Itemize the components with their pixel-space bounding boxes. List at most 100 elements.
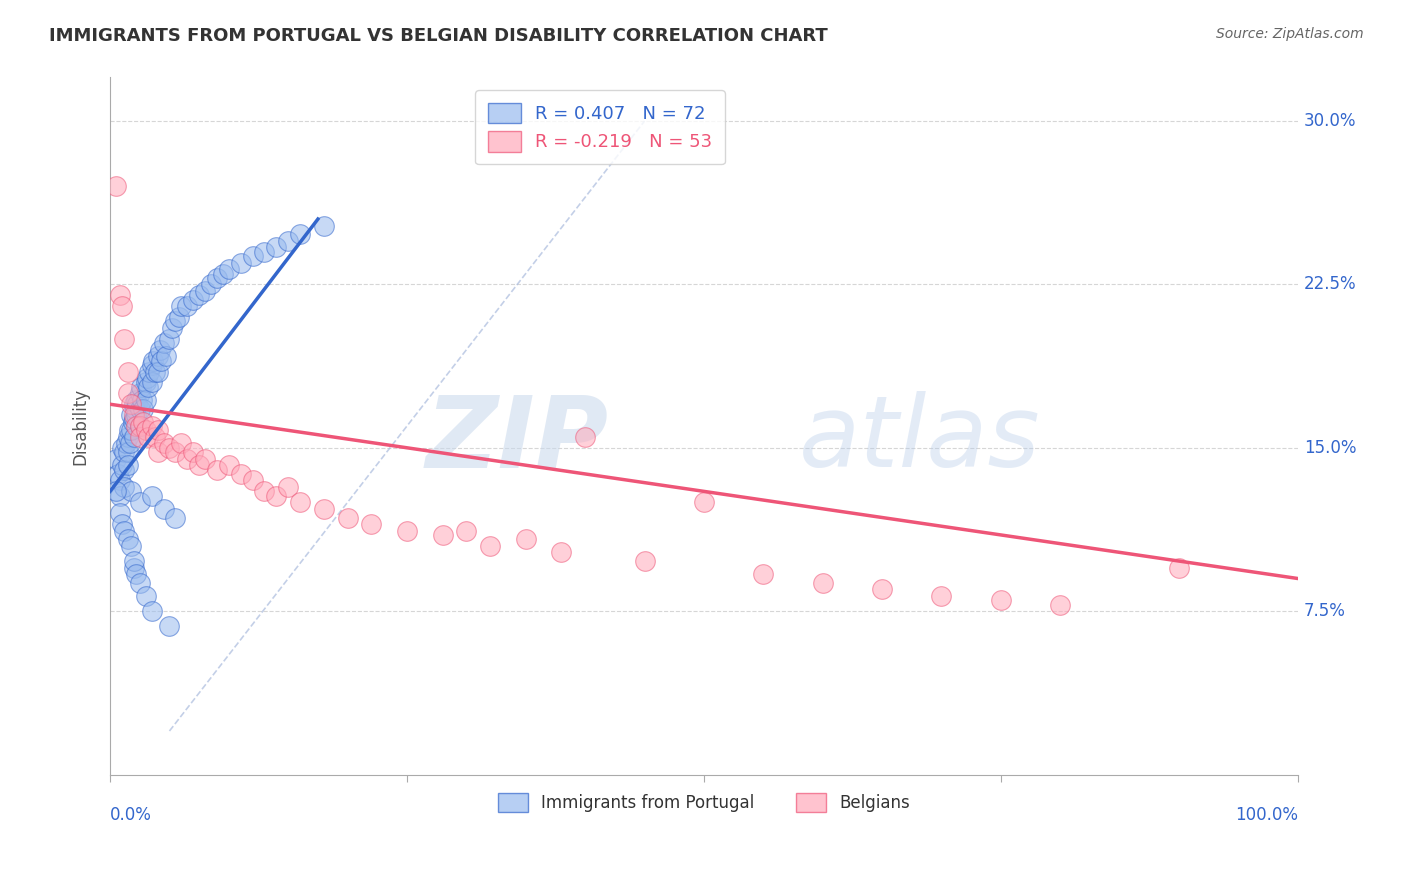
Point — [752, 567, 775, 582]
Y-axis label: Disability: Disability — [72, 387, 89, 465]
Point — [205, 271, 228, 285]
Point — [122, 397, 145, 411]
Point — [117, 533, 139, 547]
Point — [112, 445, 135, 459]
Text: 0.0%: 0.0% — [110, 806, 152, 824]
Point — [194, 284, 217, 298]
Point — [105, 451, 128, 466]
Point — [132, 415, 155, 429]
Point — [229, 255, 252, 269]
Text: IMMIGRANTS FROM PORTUGAL VS BELGIAN DISABILITY CORRELATION CHART: IMMIGRANTS FROM PORTUGAL VS BELGIAN DISA… — [49, 27, 828, 45]
Point — [336, 510, 359, 524]
Point — [253, 244, 276, 259]
Point — [188, 458, 211, 473]
Point — [108, 474, 131, 488]
Point — [122, 430, 145, 444]
Point — [117, 458, 139, 473]
Point — [135, 371, 157, 385]
Point — [125, 567, 148, 582]
Point — [312, 219, 335, 233]
Point — [120, 423, 142, 437]
Point — [108, 288, 131, 302]
Point — [312, 501, 335, 516]
Point — [131, 392, 153, 407]
Point — [135, 589, 157, 603]
Point — [117, 430, 139, 444]
Point — [152, 436, 174, 450]
Text: 15.0%: 15.0% — [1303, 439, 1357, 457]
Point — [870, 582, 893, 597]
Point — [277, 234, 299, 248]
Point — [212, 267, 235, 281]
Text: 30.0%: 30.0% — [1303, 112, 1357, 130]
Point — [125, 419, 148, 434]
Point — [111, 458, 134, 473]
Point — [288, 227, 311, 242]
Point — [135, 376, 157, 390]
Point — [253, 484, 276, 499]
Point — [432, 528, 454, 542]
Point — [112, 524, 135, 538]
Point — [152, 336, 174, 351]
Point — [141, 376, 163, 390]
Point — [117, 445, 139, 459]
Point — [633, 554, 655, 568]
Point — [114, 436, 136, 450]
Point — [159, 619, 181, 633]
Point — [242, 474, 264, 488]
Point — [205, 462, 228, 476]
Point — [160, 321, 183, 335]
Point — [112, 462, 135, 476]
Point — [288, 495, 311, 509]
Point — [108, 489, 131, 503]
Point — [170, 436, 193, 450]
Point — [122, 554, 145, 568]
Point — [143, 430, 166, 444]
Point — [125, 408, 148, 422]
Point — [277, 480, 299, 494]
Point — [120, 436, 142, 450]
Point — [146, 349, 169, 363]
Text: ZIP: ZIP — [426, 392, 609, 489]
Point — [141, 604, 163, 618]
Point — [218, 458, 240, 473]
Point — [117, 365, 139, 379]
Point — [146, 423, 169, 437]
Point — [550, 545, 572, 559]
Point — [112, 332, 135, 346]
Point — [159, 332, 181, 346]
Point — [149, 343, 172, 357]
Text: Source: ZipAtlas.com: Source: ZipAtlas.com — [1216, 27, 1364, 41]
Point — [1049, 598, 1071, 612]
Point — [176, 299, 198, 313]
Point — [107, 467, 129, 481]
Point — [693, 495, 716, 509]
Point — [931, 589, 953, 603]
Point — [120, 484, 142, 499]
Point — [167, 310, 190, 324]
Point — [152, 501, 174, 516]
Legend: Immigrants from Portugal, Belgians: Immigrants from Portugal, Belgians — [491, 786, 917, 819]
Point — [515, 533, 537, 547]
Point — [111, 441, 134, 455]
Point — [165, 445, 187, 459]
Point — [141, 419, 163, 434]
Point — [165, 510, 187, 524]
Point — [132, 401, 155, 416]
Point — [121, 415, 143, 429]
Point — [135, 423, 157, 437]
Point — [122, 408, 145, 422]
Point — [120, 397, 142, 411]
Point — [146, 445, 169, 459]
Point — [218, 262, 240, 277]
Point — [122, 412, 145, 426]
Point — [128, 575, 150, 590]
Point — [170, 299, 193, 313]
Point — [266, 240, 288, 254]
Point — [229, 467, 252, 481]
Point — [112, 480, 135, 494]
Point — [111, 516, 134, 531]
Point — [159, 441, 181, 455]
Point — [266, 489, 288, 503]
Point — [120, 539, 142, 553]
